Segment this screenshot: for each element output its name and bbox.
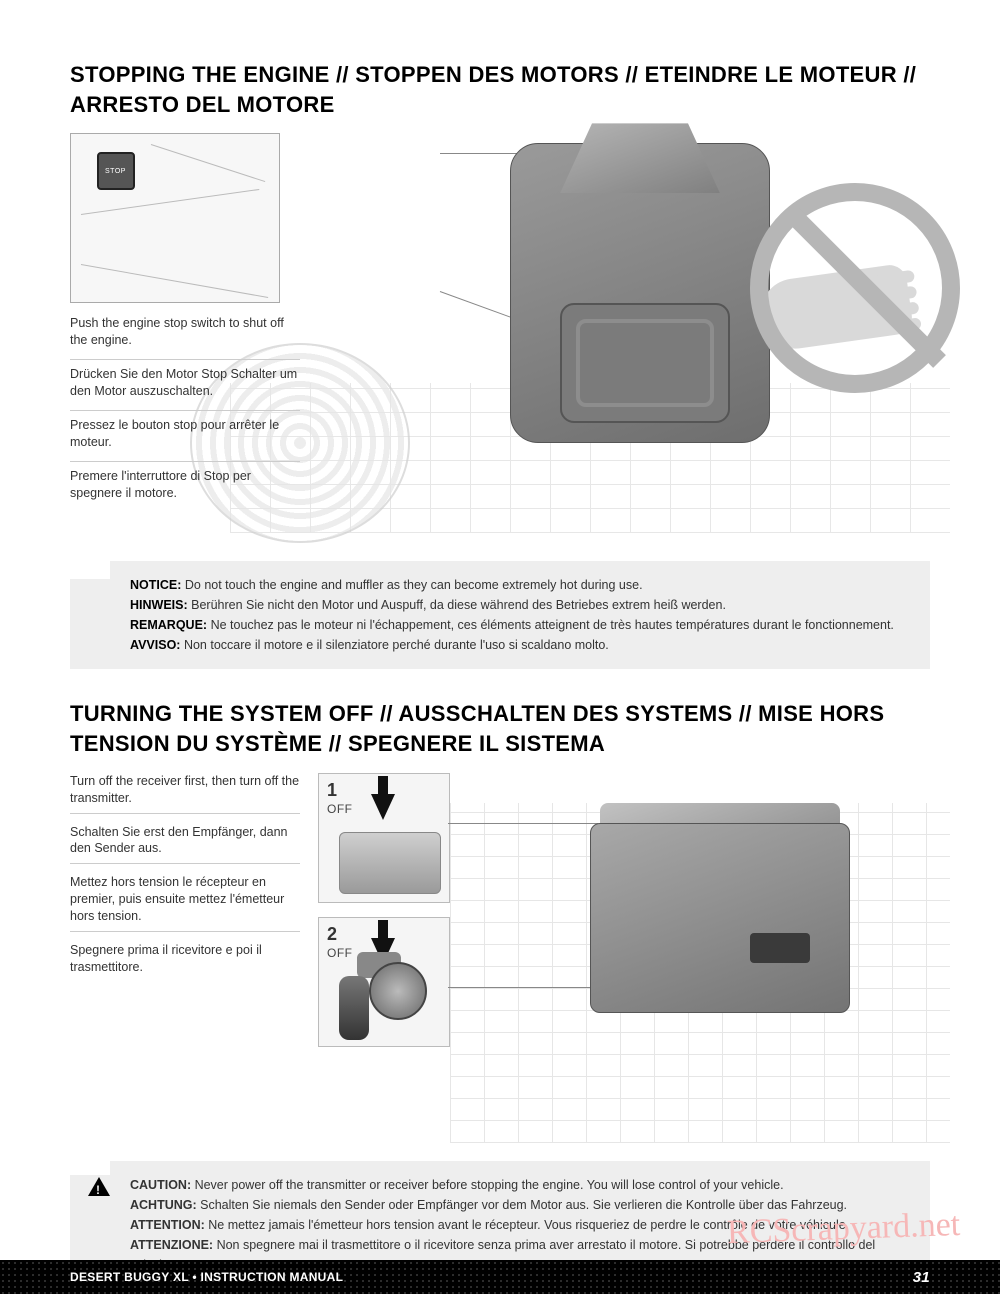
caption-de: Drücken Sie den Motor Stop Schalter um d… xyxy=(70,359,300,400)
section1-captions: Push the engine stop switch to shut off … xyxy=(70,315,300,511)
step-2: 2 OFF xyxy=(318,917,450,1047)
notice-it: Non toccare il motore e il silenziatore … xyxy=(180,638,608,652)
caption2-fr: Mettez hors tension le récepteur en prem… xyxy=(70,874,300,932)
section2-captions: Turn off the receiver first, then turn o… xyxy=(70,773,300,982)
notice-box: NOTICE: Do not touch the engine and muff… xyxy=(70,561,930,669)
section2-title: TURNING THE SYSTEM OFF // AUSSCHALTEN DE… xyxy=(70,699,930,758)
caution-en: Never power off the transmitter or recei… xyxy=(191,1178,783,1192)
receiver-switch-icon xyxy=(750,933,810,963)
notice-en: Do not touch the engine and muffler as t… xyxy=(181,578,642,592)
arrow-down-icon xyxy=(371,794,395,820)
notice-de: Berühren Sie nicht den Motor und Auspuff… xyxy=(188,598,726,612)
caution-de: Schalten Sie niemals den Sender oder Emp… xyxy=(197,1198,847,1212)
caption-en: Push the engine stop switch to shut off … xyxy=(70,315,300,349)
caption-fr: Pressez le bouton stop pour arrêter le m… xyxy=(70,410,300,451)
stop-button-icon xyxy=(97,152,135,190)
step2-number: 2 xyxy=(327,924,337,945)
step1-label: OFF xyxy=(327,802,353,816)
caption2-de: Schalten Sie erst den Empfänger, dann de… xyxy=(70,824,300,865)
caption2-it: Spegnere prima il ricevitore e poi il tr… xyxy=(70,942,300,982)
prohibit-icon xyxy=(750,183,960,393)
notice-label-en: NOTICE: xyxy=(130,578,181,592)
notice-fr: Ne touchez pas le moteur ni l'échappemen… xyxy=(207,618,894,632)
caution-label-en: CAUTION: xyxy=(130,1178,191,1192)
caution-label-fr: ATTENTION: xyxy=(130,1218,205,1232)
page-number: 31 xyxy=(913,1269,930,1286)
notice-label-it: AVVISO: xyxy=(130,638,180,652)
caption2-en: Turn off the receiver first, then turn o… xyxy=(70,773,300,814)
section1-title: STOPPING THE ENGINE // STOPPEN DES MOTOR… xyxy=(70,60,930,119)
watermark: RCScrapyard.net xyxy=(726,1206,960,1252)
section1-figure: Push the engine stop switch to shut off … xyxy=(70,133,930,553)
notice-label-fr: REMARQUE: xyxy=(130,618,207,632)
receiver-icon xyxy=(339,832,441,894)
step1-number: 1 xyxy=(327,780,337,801)
warning-icon xyxy=(88,1177,110,1196)
steps-column: 1 OFF 2 OFF xyxy=(318,773,450,1061)
engine-illustration xyxy=(230,123,950,553)
section2-figure: Turn off the receiver first, then turn o… xyxy=(70,773,930,1153)
footer-title: DESERT BUGGY XL • INSTRUCTION MANUAL xyxy=(70,1270,343,1284)
stop-switch-detail xyxy=(70,133,280,303)
notice-label-de: HINWEIS: xyxy=(130,598,188,612)
page-footer: DESERT BUGGY XL • INSTRUCTION MANUAL 31 xyxy=(0,1260,1000,1294)
step-1: 1 OFF xyxy=(318,773,450,903)
transmitter-icon xyxy=(333,952,433,1040)
receiver-illustration xyxy=(450,763,950,1153)
caution-label-it: ATTENZIONE: xyxy=(130,1238,213,1252)
caution-label-de: ACHTUNG: xyxy=(130,1198,197,1212)
caption-it: Premere l'interruttore di Stop per spegn… xyxy=(70,461,300,502)
